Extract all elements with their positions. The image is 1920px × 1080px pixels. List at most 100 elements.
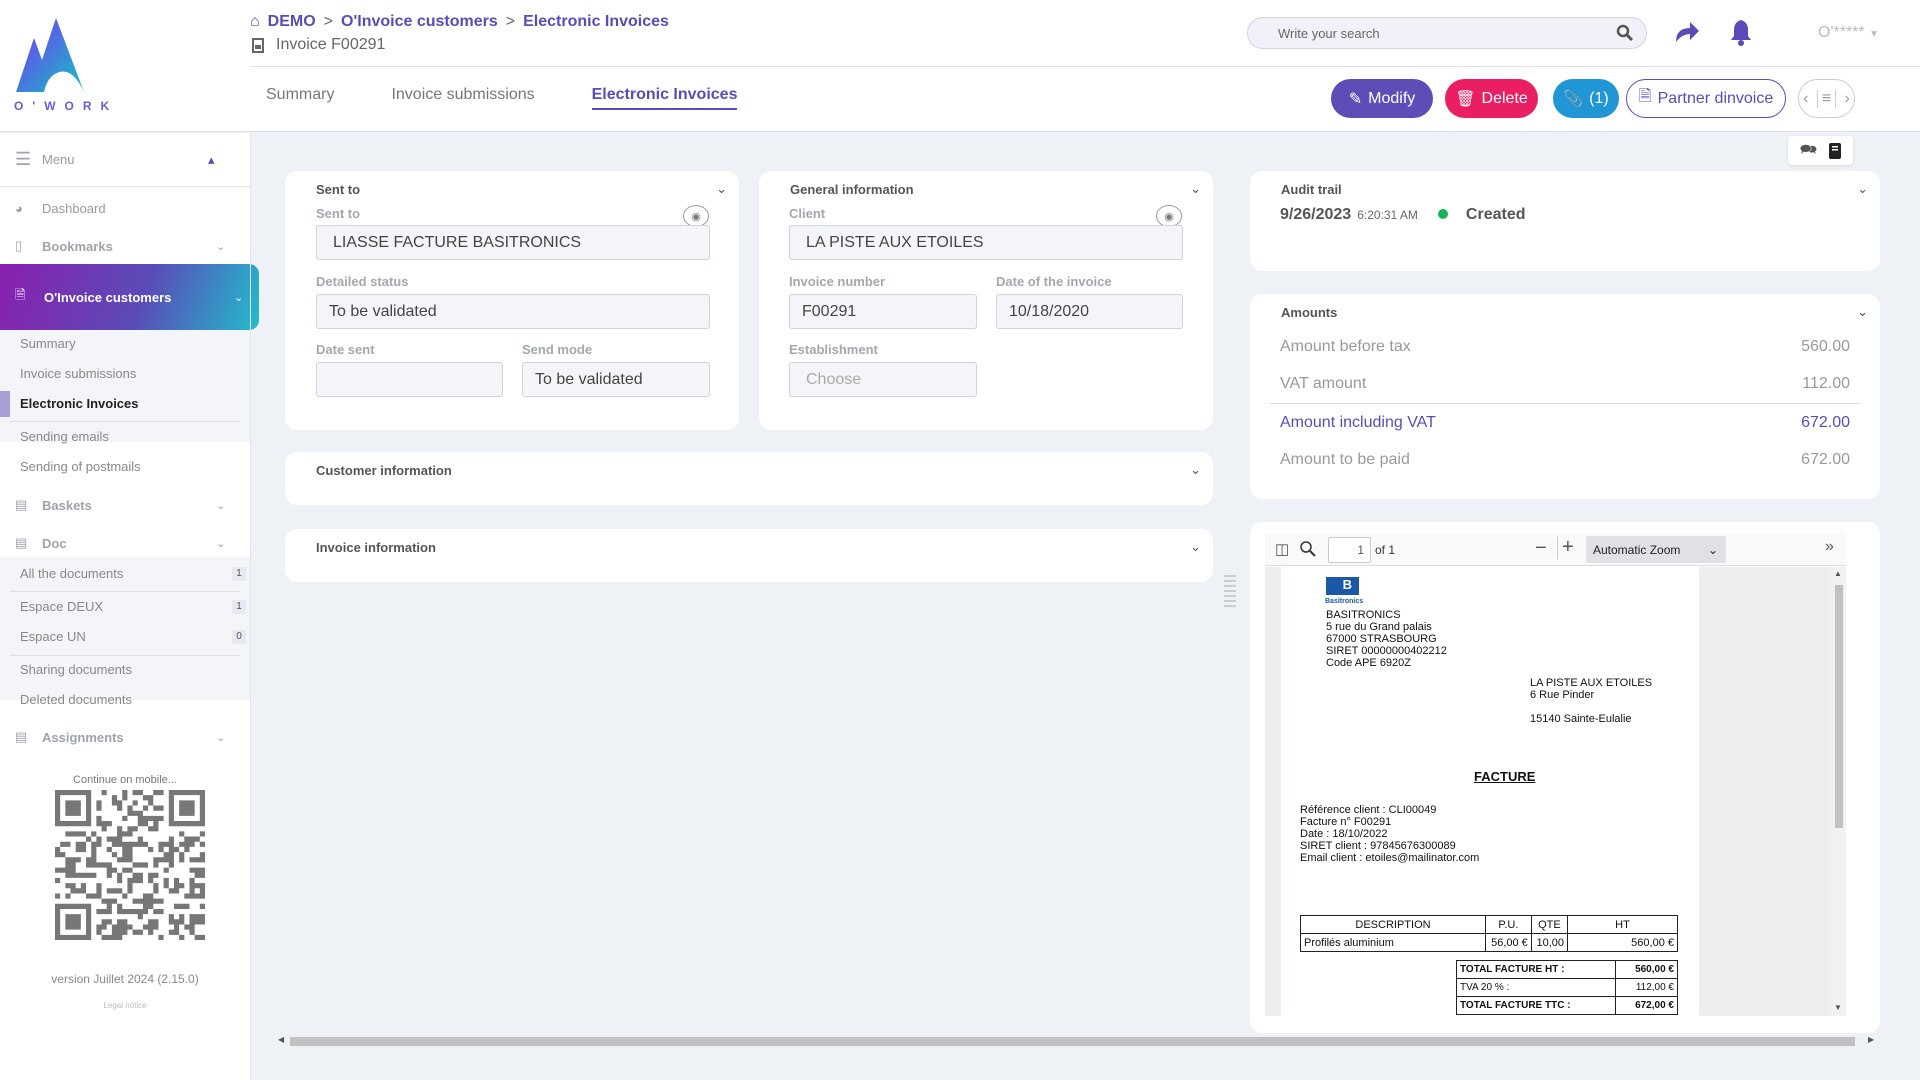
sidebar-item-doc[interactable]: ▤ Doc ⌄ xyxy=(0,531,250,555)
table-row: TVA 20 % :112,00 € xyxy=(1456,978,1679,997)
vertical-scrollbar[interactable]: ▲ ▼ xyxy=(1831,567,1846,1016)
client-field[interactable]: LA PISTE AUX ETOILES xyxy=(789,225,1183,260)
tab-electronic-invoices[interactable]: Electronic Invoices xyxy=(591,86,738,110)
invoice-information-card[interactable]: Invoice information ⌄ xyxy=(285,529,1213,582)
table-header: P.U. xyxy=(1485,915,1532,934)
table-row: Profilés aluminium 56,00 €10,00 560,00 € xyxy=(1300,933,1678,952)
detailed-status-label: Detailed status xyxy=(316,274,409,289)
pdf-canvas[interactable]: B Basitronics BASITRONICS 5 rue du Grand… xyxy=(1265,567,1846,1016)
chevron-down-icon[interactable]: ⌄ xyxy=(1190,539,1201,554)
oworklogo-logo[interactable]: O'WORK xyxy=(14,16,126,112)
trash-icon: 🗑 xyxy=(1455,90,1476,108)
send-mode-field[interactable]: To be validated xyxy=(522,362,710,397)
page-count: of 1 xyxy=(1375,543,1396,557)
sidebar-item-sending-emails[interactable]: Sending emails xyxy=(20,429,109,444)
chevron-down-icon[interactable]: ⌄ xyxy=(1857,304,1868,319)
detailed-status-field[interactable]: To be validated xyxy=(316,294,710,329)
sidebar-item-bookmarks[interactable]: ▯ Bookmarks ⌄ xyxy=(0,234,250,258)
send-mode-label: Send mode xyxy=(522,342,593,357)
sent-to-label: Sent to xyxy=(316,206,361,221)
establishment-select[interactable]: Choose xyxy=(789,362,977,397)
sidebar-item-dashboard[interactable]: ◕ Dashboard xyxy=(0,196,250,220)
sidebar-toggle-icon[interactable]: ◫ xyxy=(1275,541,1290,558)
horizontal-scrollbar[interactable]: ◀ ▶ xyxy=(278,1034,1878,1048)
general-information-card: General information ⌄ Client ◉ LA PISTE … xyxy=(759,171,1213,430)
breadcrumb-oinvoice[interactable]: O'Invoice customers xyxy=(341,13,498,30)
search-input[interactable]: Write your search xyxy=(1247,17,1647,49)
eye-icon[interactable]: ◉ xyxy=(1156,205,1182,227)
card-title: Amounts xyxy=(1281,305,1338,320)
attachments-button[interactable]: 📎 (1) xyxy=(1553,79,1619,118)
search-icon[interactable] xyxy=(1616,24,1634,42)
scroll-up-icon[interactable]: ▲ xyxy=(1834,569,1842,578)
scrollbar-thumb[interactable] xyxy=(290,1037,1855,1046)
next-icon[interactable]: › xyxy=(1844,89,1850,107)
eye-icon[interactable]: ◉ xyxy=(683,205,709,227)
sidebar-item-espace-un[interactable]: Espace UN xyxy=(20,629,86,644)
count-badge: 0 xyxy=(232,630,246,644)
search-icon[interactable] xyxy=(1300,541,1316,557)
bell-icon[interactable] xyxy=(1730,18,1752,46)
scroll-right-icon[interactable]: ▶ xyxy=(1868,1035,1875,1044)
sidebar-item-summary[interactable]: Summary xyxy=(20,336,76,351)
search-placeholder: Write your search xyxy=(1278,25,1380,41)
resize-handle[interactable] xyxy=(1224,575,1236,608)
list-icon[interactable]: ≡ xyxy=(1816,89,1837,108)
sidebar-item-electronic-invoices[interactable]: Electronic Invoices xyxy=(20,396,139,411)
table-row: TOTAL FACTURE HT :560,00 € xyxy=(1456,960,1679,979)
sidebar-item-invoice-submissions[interactable]: Invoice submissions xyxy=(20,366,137,381)
sidebar-item-deleted-documents[interactable]: Deleted documents xyxy=(20,692,133,707)
sidebar-item-sharing-documents[interactable]: Sharing documents xyxy=(20,662,133,677)
scrollbar-thumb[interactable] xyxy=(1835,585,1843,828)
zoom-in-icon[interactable]: + xyxy=(1562,536,1574,558)
double-chevron-right-icon[interactable]: » xyxy=(1825,538,1834,555)
partner-invoice-button[interactable]: 🗎 Partner dinvoice xyxy=(1626,79,1786,118)
breadcrumb-electronic-invoices[interactable]: Electronic Invoices xyxy=(523,13,669,30)
sent-to-field[interactable]: LIASSE FACTURE BASITRONICS xyxy=(316,225,710,260)
previous-icon[interactable]: ‹ xyxy=(1803,89,1809,107)
pin-icon[interactable]: ▴ xyxy=(208,151,215,167)
tab-invoice-submissions[interactable]: Invoice submissions xyxy=(391,86,535,103)
book-icon[interactable] xyxy=(1829,142,1842,159)
card-title: Invoice information xyxy=(316,540,436,555)
table-row: TOTAL FACTURE TTC :672,00 € xyxy=(1456,996,1679,1015)
page-number-input[interactable]: 1 xyxy=(1328,537,1371,563)
zoom-value: Automatic Zoom xyxy=(1593,543,1681,557)
zoom-select[interactable]: Automatic Zoom ⌄ xyxy=(1586,536,1726,563)
sidebar-item-all-documents[interactable]: All the documents xyxy=(20,566,124,581)
chevron-down-icon[interactable]: ⌄ xyxy=(1190,181,1201,196)
sidebar-item-assignments[interactable]: ▤ Assignments ⌄ xyxy=(0,725,250,749)
version-label: version Juillet 2024 (2.15.0) xyxy=(51,972,199,986)
chevron-down-icon: ⌄ xyxy=(216,240,226,253)
user-menu[interactable]: O'***** ▼ xyxy=(1818,24,1879,42)
qr-code[interactable] xyxy=(55,790,205,940)
modify-label: Modify xyxy=(1368,89,1416,107)
invoice-date-field[interactable]: 10/18/2020 xyxy=(996,294,1183,329)
menu-toggle[interactable]: ☰ Menu ▴ xyxy=(0,133,250,187)
sidebar: ☰ Menu ▴ ◕ Dashboard ▯ Bookmarks ⌄ 🗎 O'Invoi… xyxy=(0,133,259,1080)
legal-notice-link[interactable]: Legal notice xyxy=(103,1001,147,1010)
sidebar-item-sending-postmails[interactable]: Sending of postmails xyxy=(20,459,141,474)
modify-button[interactable]: ✎ Modify xyxy=(1331,79,1433,118)
share-icon[interactable] xyxy=(1674,20,1700,44)
invoice-heading: FACTURE xyxy=(1474,769,1536,784)
tab-summary[interactable]: Summary xyxy=(266,86,335,103)
zoom-out-icon[interactable]: − xyxy=(1535,537,1547,559)
scroll-left-icon[interactable]: ◀ xyxy=(278,1035,285,1044)
continue-on-mobile-label: Continue on mobile... xyxy=(73,774,177,786)
chevron-down-icon[interactable]: ⌄ xyxy=(716,181,727,196)
amount-value: 672.00 xyxy=(1801,414,1850,431)
customer-information-card[interactable]: Customer information ⌄ xyxy=(285,452,1213,505)
chevron-down-icon[interactable]: ⌄ xyxy=(1190,462,1201,477)
sidebar-item-espace-deux[interactable]: Espace DEUX xyxy=(20,599,104,614)
invoice-number-field[interactable]: F00291 xyxy=(789,294,977,329)
sidebar-item-baskets[interactable]: ▤ Baskets ⌄ xyxy=(0,493,250,517)
breadcrumb-demo[interactable]: DEMO xyxy=(267,13,316,30)
home-icon[interactable]: ⌂ xyxy=(250,13,260,30)
chevron-down-icon[interactable]: ⌄ xyxy=(1857,181,1868,196)
delete-button[interactable]: 🗑 Delete xyxy=(1445,79,1538,118)
sidebar-item-oinvoice-customers[interactable]: 🗎 O'Invoice customers ⌄ xyxy=(0,264,259,330)
comments-icon[interactable]: 🗪 xyxy=(1799,140,1818,157)
date-sent-field[interactable] xyxy=(316,362,503,397)
scroll-down-icon[interactable]: ▼ xyxy=(1834,1003,1842,1012)
